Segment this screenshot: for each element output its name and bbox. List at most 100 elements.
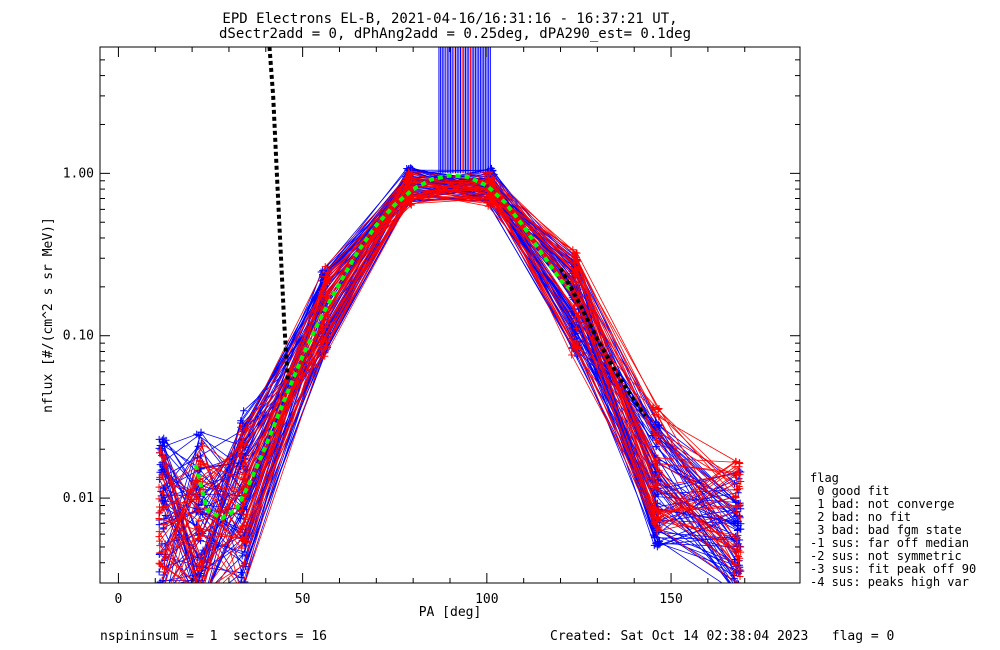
spin-marker (195, 517, 203, 525)
spin-marker (736, 485, 744, 493)
spin-marker (654, 454, 662, 462)
spin-marker (160, 568, 168, 576)
spin-marker (159, 438, 167, 446)
spin-marker (198, 594, 205, 601)
spin-marker (156, 586, 163, 593)
spin-marker (157, 611, 164, 618)
spin-marker (317, 344, 325, 352)
spin-marker (571, 278, 579, 286)
spin-marker (653, 462, 661, 470)
spin-marker (199, 478, 207, 486)
spin-marker (193, 503, 201, 511)
spin-marker (197, 458, 205, 466)
spin-marker (196, 590, 203, 597)
spin-marker (735, 557, 743, 565)
spin-marker (573, 257, 581, 265)
legend-entry-fit-peak-off-90: -3 sus: fit peak off 90 (810, 562, 976, 576)
footer-left: nspininsum = 1 sectors = 16 (100, 629, 327, 644)
spin-marker (732, 457, 740, 465)
spin-marker (157, 487, 165, 495)
spin-marker (159, 590, 166, 597)
spin-marker (164, 582, 166, 583)
plot-area (155, 47, 745, 618)
spin-curve (164, 189, 740, 583)
spin-marker (159, 525, 167, 533)
spin-marker (405, 182, 413, 190)
spin-marker (734, 532, 742, 539)
spin-marker (736, 566, 744, 574)
spin-marker (155, 483, 163, 491)
spin-marker (159, 496, 167, 504)
spin-marker (161, 503, 169, 511)
chart-title: EPD Electrons EL-B, 2021-04-16/16:31:16 … (222, 11, 677, 27)
spin-marker (324, 313, 332, 321)
spin-marker (240, 407, 248, 415)
spin-marker (574, 342, 582, 350)
spin-marker (736, 470, 744, 478)
spin-marker (195, 507, 203, 515)
spin-marker (194, 524, 202, 532)
spin-marker (161, 461, 169, 469)
spin-marker (242, 461, 250, 469)
black-dashed-line-2 (558, 267, 647, 418)
spin-marker (737, 580, 739, 583)
x-tick-label: 0 (115, 592, 123, 607)
spin-marker (405, 169, 413, 177)
spin-marker (160, 521, 168, 529)
spin-marker (240, 559, 248, 567)
spin-marker (199, 600, 206, 607)
spin-marker (236, 525, 244, 533)
spin-marker (732, 486, 740, 494)
spin-marker (568, 351, 576, 359)
spin-marker (735, 459, 743, 467)
spin-marker (654, 428, 662, 436)
spin-marker (571, 316, 579, 324)
spin-marker (573, 324, 581, 332)
spin-marker (237, 431, 245, 439)
spin-marker (649, 403, 657, 411)
spin-marker (238, 552, 246, 560)
spin-marker (651, 532, 659, 540)
spin-marker (654, 405, 662, 413)
spin-marker (197, 606, 204, 613)
spin-marker (736, 543, 744, 551)
spin-marker (195, 605, 202, 612)
spin-marker (199, 591, 206, 598)
spin-marker (198, 442, 206, 450)
spin-marker (197, 532, 205, 540)
spin-marker (237, 587, 244, 594)
red-curves (155, 168, 745, 618)
spin-marker (655, 541, 663, 549)
spin-marker (737, 548, 745, 556)
spin-marker (240, 580, 242, 583)
spin-marker (161, 602, 168, 609)
spin-marker (197, 602, 204, 609)
spin-marker (156, 594, 163, 601)
spin-marker (155, 559, 163, 567)
spin-marker (731, 493, 739, 501)
spin-marker (238, 506, 246, 514)
spin-marker (652, 481, 660, 489)
spin-marker (653, 436, 661, 444)
spin-marker (239, 587, 246, 594)
legend-entry-peaks-high-var: -4 sus: peaks high var (810, 575, 969, 589)
spin-marker (241, 440, 249, 448)
spin-marker (731, 584, 738, 591)
spin-marker (407, 200, 415, 208)
y-tick-label: 1.00 (63, 166, 94, 181)
spin-marker (159, 585, 166, 592)
spin-marker (157, 507, 165, 515)
spin-marker (489, 195, 497, 203)
legend: flag 0 good fit 1 bad: not converge 2 ba… (810, 471, 976, 589)
spin-marker (736, 514, 744, 522)
x-axis-label: PA [deg] (419, 605, 482, 620)
spin-marker (730, 541, 738, 549)
green-fit-line (193, 173, 573, 521)
spin-marker (197, 599, 204, 606)
y-axis-label: nflux [#/(cm^2 s sr MeV)] (41, 217, 56, 413)
saturated-block (438, 47, 491, 174)
spin-marker (733, 547, 741, 555)
spin-marker (240, 536, 248, 544)
spin-marker (159, 593, 166, 600)
spin-marker (160, 439, 168, 447)
